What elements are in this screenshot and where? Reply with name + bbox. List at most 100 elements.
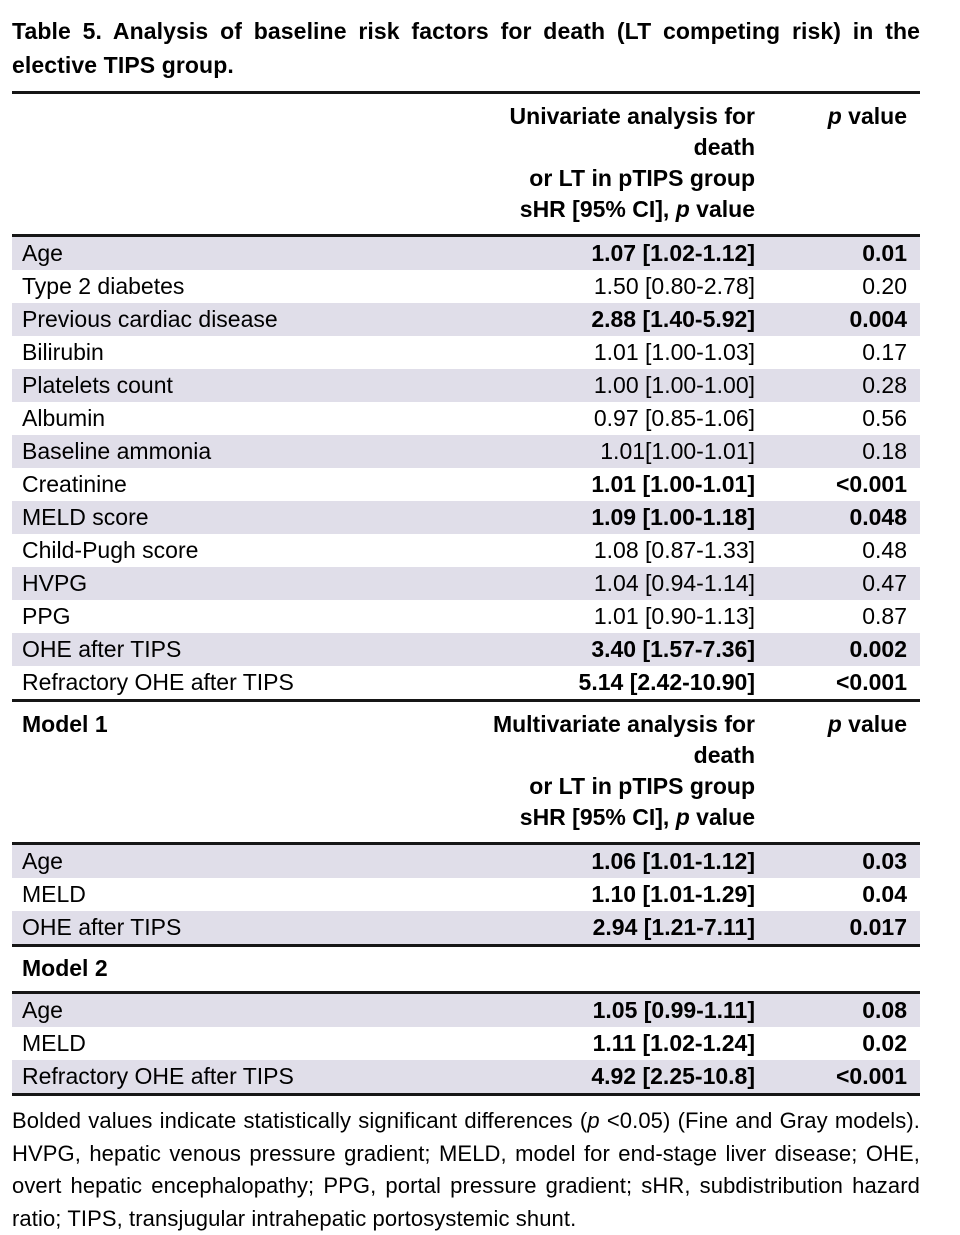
header-line-3: sHR [95% CI],: [519, 804, 676, 830]
p-value: 0.08: [862, 997, 907, 1023]
shr-ci-value: 2.88 [1.40-5.92]: [591, 306, 755, 332]
p-value: 0.48: [862, 537, 907, 563]
shr-ci-value: 2.94 [1.21-7.11]: [592, 914, 755, 940]
table-row: Refractory OHE after TIPS 4.92 [2.25-10.…: [12, 1060, 920, 1093]
table-row: OHE after TIPS 3.40 [1.57-7.36] 0.002: [12, 633, 920, 666]
table-row: Previous cardiac disease 2.88 [1.40-5.92…: [12, 303, 920, 336]
rule: [12, 944, 920, 947]
shr-ci-value: 1.10 [1.01-1.29]: [591, 881, 755, 907]
header-line-2: or LT in pTIPS group: [529, 165, 755, 191]
pvalue-header-rest: value: [841, 103, 907, 129]
shr-ci-value: 1.09 [1.00-1.18]: [591, 504, 755, 530]
p-value: 0.56: [862, 405, 907, 431]
shr-ci-value: 1.06 [1.01-1.12]: [591, 848, 755, 874]
header-line-3: sHR [95% CI],: [519, 196, 676, 222]
table-row: Refractory OHE after TIPS 5.14 [2.42-10.…: [12, 666, 920, 699]
table-footnote: Bolded values indicate statistically sig…: [12, 1105, 920, 1235]
shr-ci-value: 1.01 [1.00-1.01]: [591, 471, 755, 497]
univariate-header-row: Univariate analysis for death or LT in p…: [12, 94, 920, 234]
table-row: MELD 1.11 [1.02-1.24] 0.02: [12, 1027, 920, 1060]
header-italic-p: p: [675, 804, 690, 830]
model1-header-row: Model 1 Multivariate analysis for death …: [12, 702, 920, 842]
model1-rows: Age 1.06 [1.01-1.12] 0.03 MELD 1.10 [1.0…: [12, 845, 920, 944]
shr-ci-value: 4.92 [2.25-10.8]: [591, 1063, 755, 1089]
table-row: HVPG 1.04 [0.94-1.14] 0.47: [12, 567, 920, 600]
p-value: 0.048: [849, 504, 907, 530]
row-label: Creatinine: [22, 471, 127, 497]
pvalue-header-italic-p: p: [827, 711, 842, 737]
header-italic-p: p: [675, 196, 690, 222]
row-label: Child-Pugh score: [22, 537, 199, 563]
shr-ci-value: 1.11 [1.02-1.24]: [592, 1030, 755, 1056]
p-value: 0.47: [862, 570, 907, 596]
row-label: PPG: [22, 603, 71, 629]
table-row: Bilirubin 1.01 [1.00-1.03] 0.17: [12, 336, 920, 369]
top-rule: [12, 91, 920, 94]
model2-label: Model 2: [22, 955, 108, 981]
p-value: 0.28: [862, 372, 907, 398]
p-value: 0.017: [849, 914, 907, 940]
row-label: MELD: [22, 881, 86, 907]
row-label: Albumin: [22, 405, 106, 431]
risk-factors-table: Univariate analysis for death or LT in p…: [12, 91, 920, 1096]
row-label: Refractory OHE after TIPS: [22, 1063, 294, 1089]
footnote-italic-p: p: [587, 1108, 600, 1133]
row-label: OHE after TIPS: [22, 914, 182, 940]
table-row: OHE after TIPS 2.94 [1.21-7.11] 0.017: [12, 911, 920, 944]
p-value: 0.01: [862, 240, 907, 266]
table-row: Platelets count 1.00 [1.00-1.00] 0.28: [12, 369, 920, 402]
row-label: Age: [22, 848, 63, 874]
footnote-text-start: Bolded values indicate statistically sig…: [12, 1108, 588, 1133]
rule: [12, 842, 920, 845]
bottom-rule: [12, 1093, 920, 1096]
row-label: Type 2 diabetes: [22, 273, 185, 299]
row-label: HVPG: [22, 570, 88, 596]
shr-ci-value: 5.14 [2.42-10.90]: [578, 669, 755, 695]
row-label: Platelets count: [22, 372, 173, 398]
row-label: OHE after TIPS: [22, 636, 182, 662]
header-line-1: Univariate analysis for death: [509, 103, 755, 160]
row-label: MELD: [22, 1030, 86, 1056]
header-line-1: Multivariate analysis for death: [492, 711, 755, 768]
p-value: 0.17: [862, 339, 907, 365]
model2-rows: Age 1.05 [0.99-1.11] 0.08 MELD 1.11 [1.0…: [12, 994, 920, 1093]
table-row: MELD score 1.09 [1.00-1.18] 0.048: [12, 501, 920, 534]
table-row: Age 1.06 [1.01-1.12] 0.03: [12, 845, 920, 878]
p-value: 0.18: [862, 438, 907, 464]
shr-ci-value: 1.01 [0.90-1.13]: [593, 603, 755, 629]
univariate-rows: Age 1.07 [1.02-1.12] 0.01 Type 2 diabete…: [12, 237, 920, 699]
p-value: <0.001: [836, 669, 907, 695]
pvalue-header-rest: value: [841, 711, 907, 737]
table-row: MELD 1.10 [1.01-1.29] 0.04: [12, 878, 920, 911]
header-line-3-end: value: [689, 196, 755, 222]
table-row: Age 1.05 [0.99-1.11] 0.08: [12, 994, 920, 1027]
p-value: 0.03: [862, 848, 907, 874]
shr-ci-value: 1.00 [1.00-1.00]: [593, 372, 755, 398]
pvalue-header-italic-p: p: [827, 103, 842, 129]
row-label: Refractory OHE after TIPS: [22, 669, 294, 695]
row-label: Age: [22, 997, 63, 1023]
header-line-2: or LT in pTIPS group: [529, 773, 755, 799]
table-row: Type 2 diabetes 1.50 [0.80-2.78] 0.20: [12, 270, 920, 303]
table-row: Baseline ammonia 1.01[1.00-1.01] 0.18: [12, 435, 920, 468]
row-label: Previous cardiac disease: [22, 306, 278, 332]
rule: [12, 991, 920, 994]
p-value: <0.001: [836, 471, 907, 497]
shr-ci-value: 3.40 [1.57-7.36]: [591, 636, 755, 662]
table5-figure: Table 5. Analysis of baseline risk facto…: [12, 0, 920, 1235]
univariate-column-header: Univariate analysis for death or LT in p…: [455, 101, 755, 225]
table-row: Albumin 0.97 [0.85-1.06] 0.56: [12, 402, 920, 435]
row-label: Bilirubin: [22, 339, 104, 365]
shr-ci-value: 1.04 [0.94-1.14]: [593, 570, 755, 596]
shr-ci-value: 1.50 [0.80-2.78]: [593, 273, 755, 299]
shr-ci-value: 1.08 [0.87-1.33]: [593, 537, 755, 563]
table-row: PPG 1.01 [0.90-1.13] 0.87: [12, 600, 920, 633]
table-row: Creatinine 1.01 [1.00-1.01] <0.001: [12, 468, 920, 501]
shr-ci-value: 1.05 [0.99-1.11]: [592, 997, 755, 1023]
p-value: 0.002: [849, 636, 907, 662]
p-value: 0.04: [862, 881, 907, 907]
table-row: Child-Pugh score 1.08 [0.87-1.33] 0.48: [12, 534, 920, 567]
multivariate-column-header: Multivariate analysis for death or LT in…: [455, 709, 755, 833]
table-row: Age 1.07 [1.02-1.12] 0.01: [12, 237, 920, 270]
shr-ci-value: 0.97 [0.85-1.06]: [593, 405, 755, 431]
